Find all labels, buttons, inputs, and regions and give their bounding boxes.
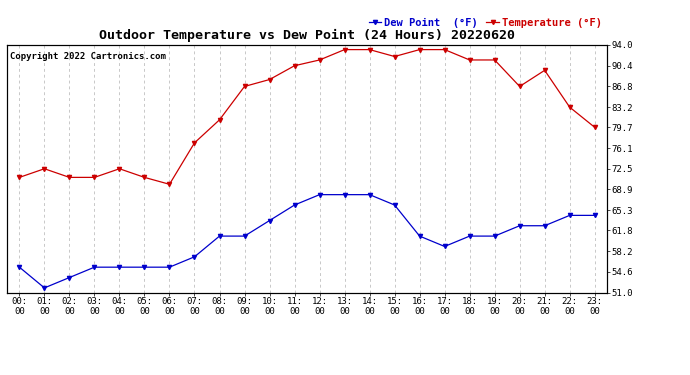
Legend: Dew Point  (°F), Temperature (°F): Dew Point (°F), Temperature (°F) (368, 18, 602, 28)
Title: Outdoor Temperature vs Dew Point (24 Hours) 20220620: Outdoor Temperature vs Dew Point (24 Hou… (99, 29, 515, 42)
Text: Copyright 2022 Cartronics.com: Copyright 2022 Cartronics.com (10, 53, 166, 62)
